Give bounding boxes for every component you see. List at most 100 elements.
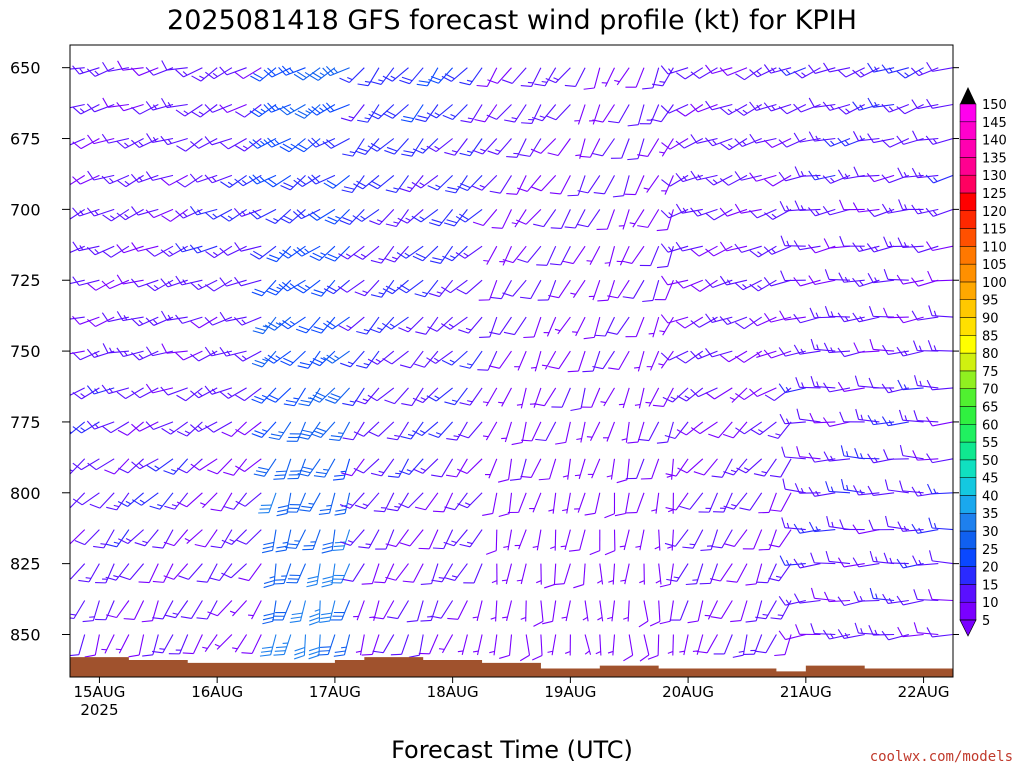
wind-barb: [276, 492, 292, 517]
wind-barb: [116, 208, 144, 221]
wind-barb: [258, 492, 277, 514]
wind-barb: [604, 492, 616, 519]
wind-barb: [459, 138, 483, 157]
wind-barb: [455, 208, 483, 223]
wind-barb: [926, 416, 953, 427]
wind-barb: [866, 172, 895, 183]
wind-barb: [86, 245, 115, 256]
wind-barb: [401, 387, 424, 407]
wind-barb: [643, 175, 660, 193]
wind-barb: [370, 67, 395, 85]
wind-barb: [676, 421, 704, 436]
wind-barb: [70, 350, 85, 356]
wind-barb: [544, 563, 557, 589]
wind-barb: [675, 203, 703, 214]
wind-barb: [720, 350, 748, 363]
wind-barb: [229, 600, 248, 617]
wind-barb: [487, 67, 512, 84]
wind-barb: [809, 412, 836, 424]
colorbar-swatch: [959, 121, 977, 140]
wind-barb: [446, 421, 468, 441]
wind-barb: [265, 387, 292, 403]
wind-barb: [175, 314, 203, 324]
wind-barb: [639, 104, 660, 125]
wind-barb: [95, 600, 115, 621]
wind-barb: [293, 174, 321, 187]
wind-barb: [310, 316, 336, 334]
colorbar-swatch: [959, 477, 977, 496]
wind-barb: [308, 600, 321, 626]
wind-barb: [768, 529, 792, 548]
wind-barb: [72, 458, 100, 471]
colorbar-swatch: [959, 601, 977, 621]
wind-barb: [659, 316, 674, 336]
colorbar-swatch: [959, 210, 977, 229]
wind-barb: [853, 591, 880, 602]
wind-barb: [161, 421, 189, 435]
wind-barb: [263, 102, 292, 113]
wind-barb: [253, 458, 277, 477]
wind-barb: [764, 174, 792, 187]
wind-barb: [266, 245, 292, 263]
wind-barb: [323, 174, 350, 189]
wind-barb: [372, 600, 395, 620]
wind-barb: [533, 600, 544, 627]
wind-barb: [474, 104, 498, 123]
wind-barb: [426, 387, 453, 402]
wind-barb: [517, 245, 542, 263]
wind-barb: [779, 200, 806, 212]
wind-barb: [735, 421, 763, 435]
wind-barb: [426, 104, 453, 119]
wind-barb: [310, 279, 336, 297]
wind-barb: [625, 458, 645, 480]
wind-barb: [70, 529, 86, 545]
wind-barb: [352, 208, 380, 222]
wind-barb: [693, 458, 718, 476]
wind-barb: [234, 242, 262, 252]
colorbar-label: 65: [982, 400, 999, 415]
wind-barb: [720, 138, 748, 151]
wind-barb: [233, 316, 262, 326]
wind-barb: [854, 622, 880, 636]
wind-barb: [713, 634, 733, 655]
wind-barb: [384, 387, 409, 405]
wind-barb: [308, 634, 321, 660]
wind-barb: [763, 349, 792, 359]
wind-barb: [273, 563, 292, 585]
wind-barb: [123, 600, 145, 620]
wind-barb: [278, 316, 306, 330]
wind-barb: [235, 421, 262, 436]
wind-barb: [414, 350, 439, 368]
wind-barb: [719, 275, 748, 286]
wind-barb: [600, 387, 615, 407]
wind-barb: [175, 242, 203, 253]
wind-barb: [642, 280, 660, 303]
wind-barb: [309, 387, 336, 403]
wind-barb: [382, 104, 409, 119]
wind-barb: [897, 379, 924, 391]
y-tick-label: 725: [10, 271, 41, 290]
wind-barb: [502, 245, 527, 264]
wind-barb: [248, 174, 277, 185]
wind-barb: [145, 171, 174, 181]
wind-barb: [457, 634, 468, 655]
wind-barb: [190, 458, 218, 471]
wind-barb: [232, 634, 248, 653]
wind-barb: [652, 67, 674, 87]
wind-barb: [319, 600, 336, 623]
wind-barb: [367, 387, 395, 402]
wind-barb: [648, 316, 660, 338]
wind-barb: [523, 316, 542, 339]
wind-barb: [881, 203, 909, 214]
wind-barb: [925, 174, 953, 184]
wind-barb: [808, 64, 836, 74]
wind-barb: [679, 634, 689, 656]
wind-barb: [533, 387, 557, 407]
wind-barb: [398, 316, 424, 333]
wind-barb: [86, 67, 115, 77]
wind-barb: [387, 600, 409, 620]
wind-barb: [665, 492, 689, 511]
wind-barb: [565, 634, 571, 656]
wind-barb: [340, 104, 365, 122]
wind-barb: [627, 421, 645, 444]
